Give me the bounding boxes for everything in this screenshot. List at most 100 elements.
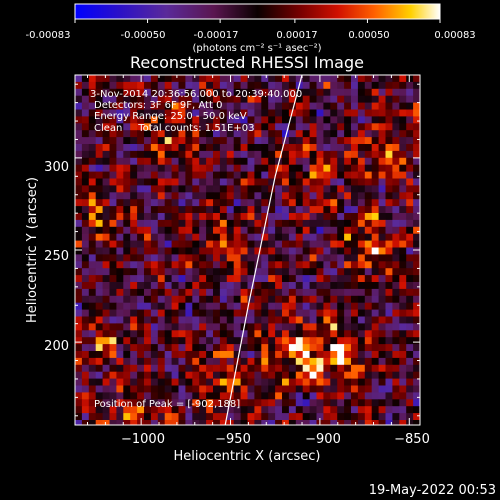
heatmap-cell: [371, 364, 379, 373]
heatmap-cell: [130, 137, 138, 145]
heatmap-cell: [288, 302, 297, 310]
heatmap-cell: [219, 75, 228, 83]
heatmap-cell: [240, 137, 248, 145]
heatmap-cell: [254, 406, 262, 414]
heatmap-cell: [282, 185, 290, 193]
heatmap-cell: [144, 295, 152, 304]
heatmap-cell: [330, 247, 338, 255]
heatmap-cell: [254, 295, 262, 304]
heatmap-cell: [385, 295, 393, 304]
heatmap-cell: [226, 137, 235, 145]
heatmap-cell: [282, 357, 290, 366]
heatmap-cell: [75, 199, 83, 207]
heatmap-cell: [219, 364, 228, 373]
heatmap-cell: [268, 206, 276, 214]
heatmap-cell: [192, 185, 200, 193]
heatmap-cell: [254, 344, 262, 352]
heatmap-cell: [226, 302, 235, 310]
heatmap-cell: [144, 247, 152, 255]
heatmap-cell: [275, 337, 283, 345]
heatmap-cell: [399, 288, 407, 297]
heatmap-cell: [413, 309, 420, 317]
heatmap-cell: [399, 330, 407, 338]
heatmap-cell: [295, 88, 304, 97]
heatmap-cell: [351, 295, 359, 304]
heatmap-cell: [226, 378, 235, 386]
heatmap-cell: [406, 123, 414, 131]
heatmap-cell: [392, 247, 400, 255]
heatmap-cell: [288, 413, 297, 421]
heatmap-cell: [95, 123, 103, 131]
heatmap-cell: [316, 233, 324, 241]
heatmap-cell: [171, 399, 179, 407]
heatmap-cell: [150, 302, 159, 310]
heatmap-cell: [330, 185, 338, 193]
heatmap-cell: [275, 164, 283, 172]
heatmap-cell: [337, 219, 345, 228]
heatmap-cell: [192, 247, 200, 255]
heatmap-cell: [150, 399, 159, 407]
heatmap-cell: [268, 233, 276, 241]
heatmap-cell: [130, 254, 138, 262]
heatmap-cell: [288, 150, 297, 159]
heatmap-cell: [406, 247, 414, 255]
heatmap-cell: [392, 226, 400, 235]
heatmap-cell: [344, 123, 352, 131]
heatmap-cell: [233, 88, 241, 97]
heatmap-cell: [378, 206, 386, 214]
heatmap-cell: [316, 330, 324, 338]
heatmap-cell: [95, 247, 103, 255]
heatmap-cell: [192, 130, 200, 138]
heatmap-cell: [268, 420, 276, 425]
heatmap-cell: [309, 164, 317, 172]
heatmap-cell: [178, 344, 186, 352]
heatmap-cell: [406, 171, 414, 179]
heatmap-cell: [364, 233, 373, 241]
heatmap-cell: [254, 81, 262, 90]
heatmap-cell: [226, 192, 235, 200]
heatmap-cell: [378, 144, 386, 152]
heatmap-cell: [261, 295, 269, 304]
heatmap-cell: [261, 261, 269, 269]
heatmap-cell: [226, 413, 235, 421]
heatmap-cell: [171, 219, 179, 228]
heatmap-cell: [309, 123, 317, 131]
heatmap-cell: [288, 240, 297, 248]
heatmap-cell: [102, 233, 110, 241]
heatmap-cell: [275, 371, 283, 379]
heatmap-cell: [288, 254, 297, 262]
heatmap-cell: [123, 233, 131, 241]
heatmap-cell: [316, 157, 324, 166]
heatmap-cell: [323, 199, 331, 207]
heatmap-cell: [309, 130, 317, 138]
heatmap-cell: [261, 130, 269, 138]
heatmap-cell: [288, 219, 297, 228]
heatmap-cell: [275, 247, 283, 255]
heatmap-cell: [357, 164, 366, 172]
heatmap-cell: [302, 199, 310, 207]
heatmap-cell: [268, 178, 276, 186]
heatmap-cell: [81, 399, 90, 407]
heatmap-cell: [254, 392, 262, 400]
heatmap-cell: [357, 137, 366, 145]
heatmap-cell: [282, 282, 290, 290]
heatmap-cell: [330, 420, 338, 425]
heatmap-cell: [323, 316, 331, 324]
heatmap-cell: [323, 150, 331, 159]
heatmap-cell: [268, 357, 276, 366]
heatmap-cell: [199, 109, 207, 117]
heatmap-cell: [344, 157, 352, 166]
heatmap-cell: [357, 295, 366, 304]
heatmap-cell: [150, 268, 159, 276]
heatmap-cell: [130, 392, 138, 400]
heatmap-cell: [351, 392, 359, 400]
heatmap-cell: [275, 420, 283, 425]
heatmap-cell: [254, 420, 262, 425]
heatmap-cell: [137, 226, 145, 235]
heatmap-cell: [247, 282, 255, 290]
heatmap-cell: [171, 364, 179, 373]
heatmap-cell: [364, 399, 373, 407]
heatmap-cell: [116, 413, 124, 421]
heatmap-cell: [392, 75, 400, 83]
heatmap-cell: [192, 192, 200, 200]
